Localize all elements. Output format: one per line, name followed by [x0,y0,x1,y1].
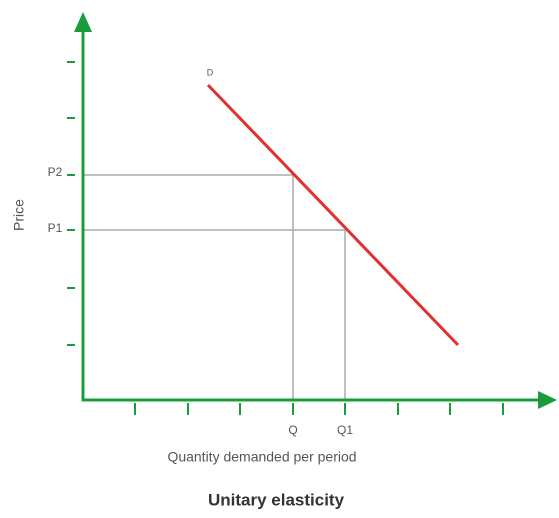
y-axis-label: Price [11,199,27,231]
guide-lines [83,174,346,400]
x-axis-label: Quantity demanded per period [167,449,356,465]
curve-label: D [207,67,214,77]
demand-curve [206,83,460,347]
axes [81,30,542,402]
quantity-label: Q1 [337,423,353,437]
x-ticks [134,403,504,415]
x-arrow [538,391,557,409]
price-label: P1 [48,221,63,235]
price-label: P2 [48,165,63,179]
y-ticks [67,61,75,346]
diagram-title: Unitary elasticity [208,490,345,509]
quantity-label: Q [288,423,297,437]
y-arrow [74,12,92,32]
